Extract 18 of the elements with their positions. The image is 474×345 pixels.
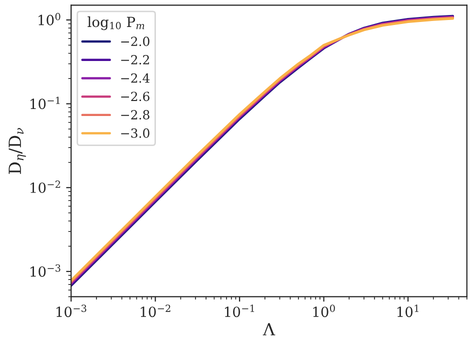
legend-label: −2.8	[121, 110, 150, 120]
x-tick-label: 10$^{−1}$	[225, 304, 254, 318]
y-tick-label: 10$^{−1}$	[30, 96, 60, 110]
legend-label: −2.0	[121, 36, 150, 46]
y-tick-label: 10$^{−2}$	[30, 180, 60, 193]
x-tick-label: 10$^{−2}$	[140, 304, 170, 318]
y-tick-label: 10$^{0}$	[38, 12, 60, 26]
x-axis-title: Λ	[262, 323, 276, 336]
legend-label: −2.6	[121, 92, 150, 102]
legend-label: −2.2	[121, 54, 149, 64]
legend-label: −2.4	[121, 73, 150, 83]
y-tick-label: 10$^{−3}$	[30, 264, 60, 277]
x-tick-label: 10$^{1}$	[397, 304, 418, 318]
legend-label: −3.0	[121, 128, 150, 138]
x-tick-label: 10$^{0}$	[313, 304, 335, 318]
x-tick-label: 10$^{−3}$	[56, 304, 86, 318]
legend-title: log$_{10}$ P$_{m}$	[88, 16, 144, 30]
y-axis-title: D$_{η}$/D$_{ν}$	[8, 128, 26, 174]
